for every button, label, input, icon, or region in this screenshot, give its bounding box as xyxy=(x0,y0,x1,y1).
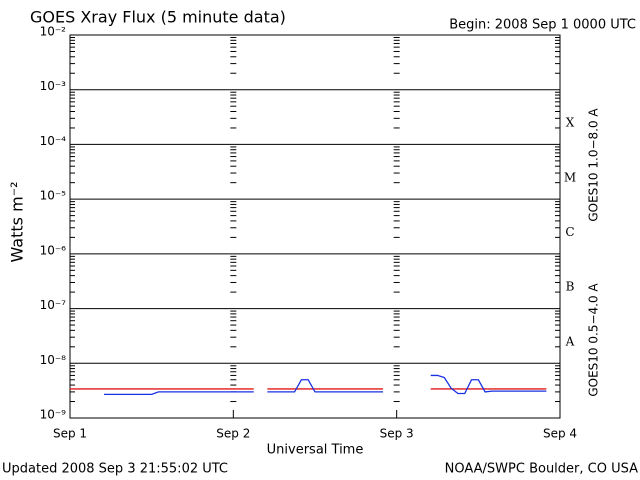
y-axis-label: Watts m⁻² xyxy=(8,181,27,262)
x-tick-label: Sep 1 xyxy=(53,427,87,441)
footer-left: Updated 2008 Sep 3 21:55:02 UTC xyxy=(2,462,228,477)
x-tick-label: Sep 4 xyxy=(543,427,577,441)
chart-title: GOES Xray Flux (5 minute data) xyxy=(30,8,286,27)
y-tick-label: 10⁻³ xyxy=(40,79,67,93)
y-tick-label: 10⁻⁶ xyxy=(40,243,67,257)
y-tick-label: 10⁻⁸ xyxy=(40,353,67,367)
y-tick-label: 10⁻² xyxy=(40,25,67,39)
flare-class-label: M xyxy=(564,170,576,184)
flare-class-label: A xyxy=(565,334,575,348)
x-tick-label: Sep 3 xyxy=(380,427,414,441)
legend-label: GOES10 0.5−4.0 A xyxy=(587,283,601,397)
chart-subtitle: Begin: 2008 Sep 1 0000 UTC xyxy=(449,18,636,33)
x-axis-label: Universal Time xyxy=(267,443,364,458)
y-tick-label: 10⁻⁴ xyxy=(40,134,67,148)
series-line xyxy=(104,374,547,396)
flare-class-label: X xyxy=(566,116,575,130)
y-tick-label: 10⁻⁵ xyxy=(40,189,67,203)
x-tick-label: Sep 2 xyxy=(216,427,250,441)
flare-class-label: C xyxy=(565,225,574,239)
flare-class-label: B xyxy=(566,280,575,294)
footer-right: NOAA/SWPC Boulder, CO USA xyxy=(445,462,638,477)
y-tick-label: 10⁻⁷ xyxy=(40,298,67,312)
y-tick-label: 10⁻⁹ xyxy=(40,408,67,422)
legend-label: GOES10 1.0−8.0 A xyxy=(587,108,601,222)
plot-frame xyxy=(69,34,561,419)
